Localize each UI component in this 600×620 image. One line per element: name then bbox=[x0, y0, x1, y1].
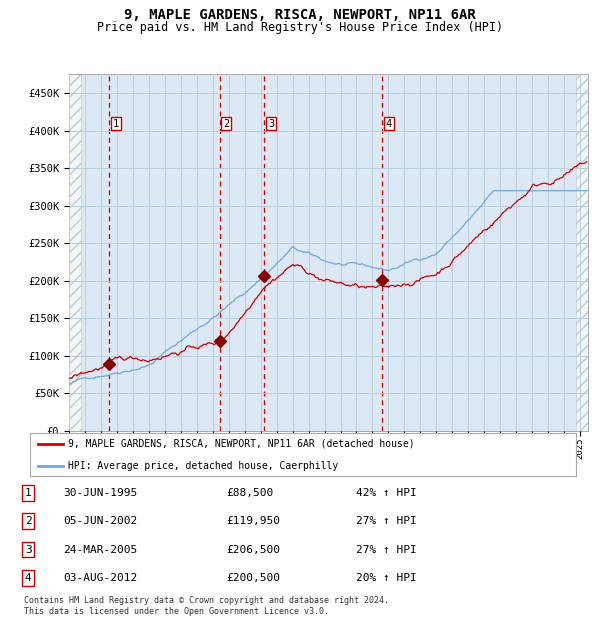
Text: 2: 2 bbox=[25, 516, 32, 526]
Text: 05-JUN-2002: 05-JUN-2002 bbox=[63, 516, 137, 526]
Text: HPI: Average price, detached house, Caerphilly: HPI: Average price, detached house, Caer… bbox=[68, 461, 338, 471]
Text: 3: 3 bbox=[25, 544, 32, 554]
Text: 27% ↑ HPI: 27% ↑ HPI bbox=[356, 544, 417, 554]
Text: 2: 2 bbox=[223, 118, 229, 128]
Text: 9, MAPLE GARDENS, RISCA, NEWPORT, NP11 6AR (detached house): 9, MAPLE GARDENS, RISCA, NEWPORT, NP11 6… bbox=[68, 439, 415, 449]
Text: 4: 4 bbox=[385, 118, 392, 128]
Text: 9, MAPLE GARDENS, RISCA, NEWPORT, NP11 6AR: 9, MAPLE GARDENS, RISCA, NEWPORT, NP11 6… bbox=[124, 7, 476, 22]
Text: £88,500: £88,500 bbox=[227, 488, 274, 498]
Text: 03-AUG-2012: 03-AUG-2012 bbox=[63, 573, 137, 583]
Text: 24-MAR-2005: 24-MAR-2005 bbox=[63, 544, 137, 554]
Text: £200,500: £200,500 bbox=[227, 573, 281, 583]
Text: 3: 3 bbox=[268, 118, 274, 128]
Text: 4: 4 bbox=[25, 573, 32, 583]
Text: 30-JUN-1995: 30-JUN-1995 bbox=[63, 488, 137, 498]
Text: 27% ↑ HPI: 27% ↑ HPI bbox=[356, 516, 417, 526]
Text: £119,950: £119,950 bbox=[227, 516, 281, 526]
Text: 42% ↑ HPI: 42% ↑ HPI bbox=[356, 488, 417, 498]
Text: Contains HM Land Registry data © Crown copyright and database right 2024.
This d: Contains HM Land Registry data © Crown c… bbox=[24, 596, 389, 616]
Text: 1: 1 bbox=[112, 118, 119, 128]
Text: 20% ↑ HPI: 20% ↑ HPI bbox=[356, 573, 417, 583]
Text: Price paid vs. HM Land Registry's House Price Index (HPI): Price paid vs. HM Land Registry's House … bbox=[97, 20, 503, 33]
Text: 1: 1 bbox=[25, 488, 32, 498]
Text: £206,500: £206,500 bbox=[227, 544, 281, 554]
